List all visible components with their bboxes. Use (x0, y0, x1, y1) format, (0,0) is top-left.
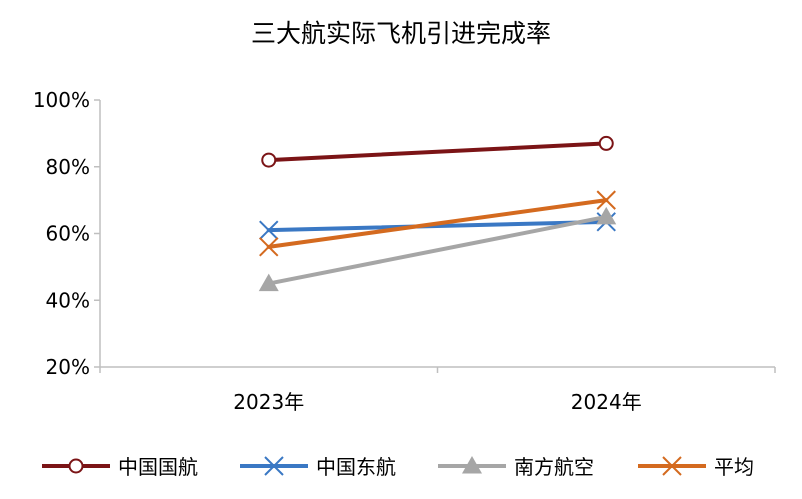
legend-marker (462, 456, 482, 474)
data-point (259, 237, 279, 257)
y-tick-label: 20% (46, 355, 90, 379)
legend-marker (662, 456, 682, 476)
data-point (259, 220, 279, 240)
y-tick-label: 100% (33, 88, 90, 112)
legend-label: 中国东航 (316, 455, 396, 479)
series-line (266, 219, 609, 233)
legend-item: 中国国航 (42, 455, 198, 479)
legend-marker (68, 458, 84, 474)
series-line (266, 141, 609, 163)
legend-label: 南方航空 (514, 455, 594, 479)
y-tick-label: 60% (46, 222, 90, 246)
y-ticks: 100% 80% 60% 40% 20% (33, 88, 100, 379)
legend-label: 中国国航 (118, 455, 198, 479)
series-layer (258, 135, 617, 292)
chart-title: 三大航实际飞机引进完成率 (251, 19, 551, 48)
data-point (596, 206, 617, 225)
legend-item: 中国东航 (240, 455, 396, 479)
axes (99, 100, 775, 368)
legend-item: 平均 (638, 455, 754, 479)
x-tick-label: 2023年 (233, 390, 304, 414)
data-point (261, 152, 277, 168)
legend-marker (264, 456, 284, 476)
data-point (596, 190, 616, 210)
x-tick-label: 2024年 (571, 390, 642, 414)
series-2 (258, 206, 617, 292)
series-3 (259, 190, 616, 257)
series-line (266, 214, 609, 286)
series-0 (261, 135, 614, 168)
y-tick-label: 40% (46, 288, 90, 312)
series-line (266, 198, 609, 249)
legend: 中国国航 中国东航 南方航空 平均 (42, 455, 754, 479)
legend-label: 平均 (714, 455, 754, 479)
data-point (598, 135, 614, 151)
data-point (258, 273, 279, 292)
legend-item: 南方航空 (438, 455, 594, 479)
y-tick-label: 80% (46, 155, 90, 179)
x-ticks: 2023年 2024年 (99, 367, 776, 414)
